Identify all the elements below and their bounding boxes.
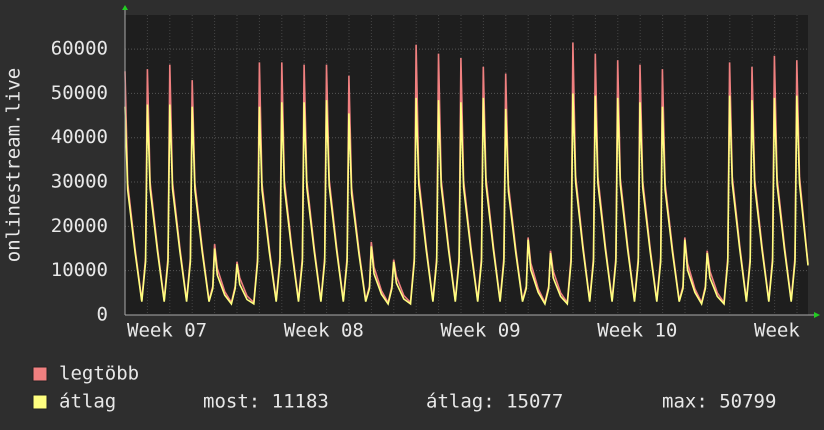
legend-label: legtöbb [59,363,139,385]
y-axis-title: onlinestream.live [3,68,25,262]
y-tick-label: 60000 [51,38,108,60]
legend: legtöbb átlag most: 11183 átlag: 15077 max: … [32,363,776,413]
y-tick-label: 10000 [51,259,108,281]
y-tick-label: 0 [97,304,108,326]
legend-label: átlag [59,391,116,413]
y-tick-label: 30000 [51,171,108,193]
y-tick-label: 20000 [51,215,108,237]
x-arrow [814,312,820,318]
x-tick-label: Week 10 [597,320,677,342]
x-tick-label: Week 09 [441,320,521,342]
y-arrow [122,5,128,10]
summary-stat: átlag: 15077 [426,391,563,413]
y-tick-label: 40000 [51,126,108,148]
plot [124,15,809,316]
x-tick-label: Week 08 [284,320,364,342]
summary-stat: most: 11183 [203,391,329,413]
summary-stat: max: 50799 [662,391,776,413]
y-tick-label: 50000 [51,82,108,104]
legend-swatch [32,366,48,382]
series-line [124,93,809,307]
legend-swatch [32,394,48,410]
plot-area [125,15,808,315]
x-tick-label: Week [754,320,800,342]
x-tick-label: Week 07 [127,320,207,342]
